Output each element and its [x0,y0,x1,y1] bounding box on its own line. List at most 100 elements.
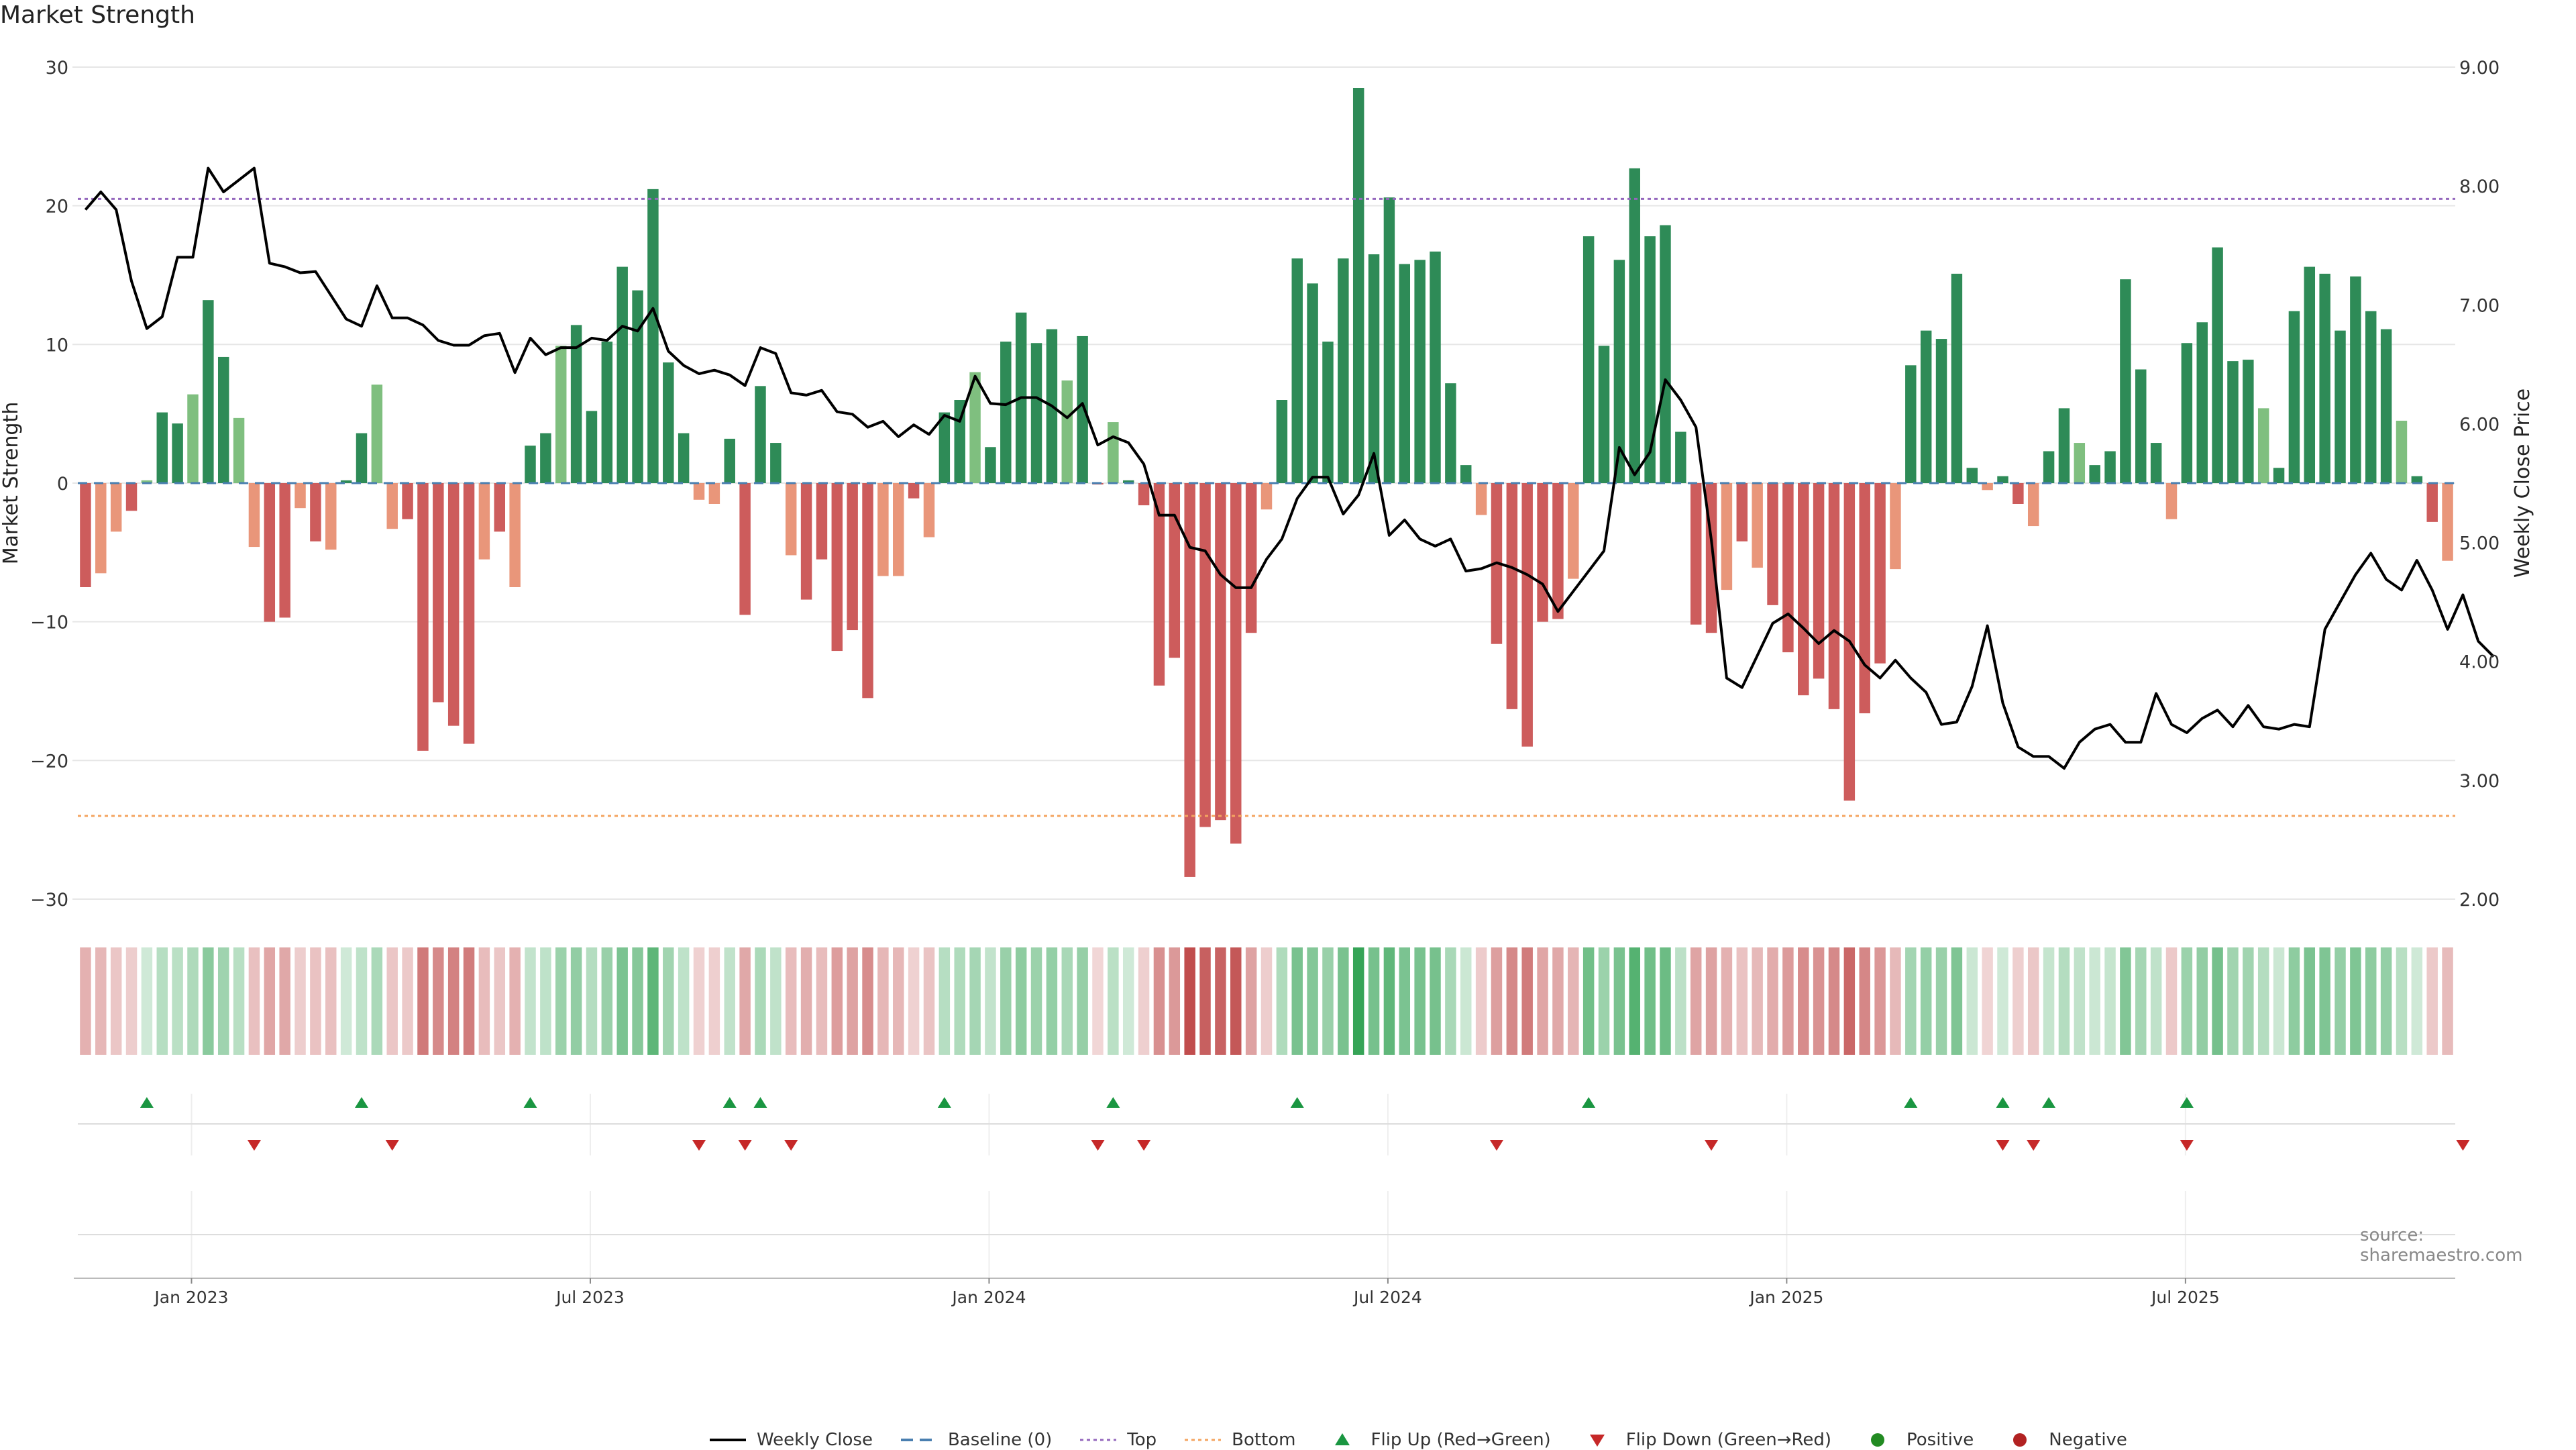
flip-up-marker [354,1097,368,1108]
heat-cell [831,947,843,1055]
x-tick-label: Jan 2023 [153,1288,228,1307]
flip-down-marker [2456,1140,2470,1151]
strength-bar [1613,260,1625,483]
legend-item-positive[interactable]: Positive [1858,1430,1974,1450]
strength-bar [279,483,290,618]
strength-bar [1430,251,1441,483]
heat-cell [1491,947,1503,1055]
flip-down-marker [784,1140,798,1151]
heat-cell [80,947,91,1055]
heat-cell [1184,947,1195,1055]
y2-tick-label: 7.00 [2459,295,2500,316]
heat-cell [1951,947,1963,1055]
heat-cell [1782,947,1794,1055]
heat-cell [294,947,306,1055]
strength-bar [1568,483,1579,579]
heat-cell [1153,947,1165,1055]
heat-cell [693,947,705,1055]
strength-bar [2442,483,2453,561]
heat-cell [862,947,873,1055]
y2-axis-label: Weekly Close Price [2511,389,2534,578]
legend-item-weekly-close[interactable]: Weekly Close [708,1430,873,1450]
strength-bar [1414,260,1426,483]
heat-cell [1092,947,1104,1055]
heat-cell [95,947,107,1055]
heat-cell [632,947,643,1055]
y2-tick-label: 4.00 [2459,652,2500,673]
strength-bar [1230,483,1242,844]
strength-bar [1169,483,1181,658]
triangle-up-icon [1323,1432,1362,1448]
strength-bar [969,372,981,483]
heat-cell [739,947,751,1055]
legend-item-bottom[interactable]: Bottom [1183,1430,1296,1450]
legend-item-flip-up[interactable]: Flip Up (Red→Green) [1323,1430,1551,1450]
strength-bar [1935,339,1947,483]
heat-cell [1552,947,1564,1055]
heat-cell [1721,947,1733,1055]
strength-bar [1675,431,1686,483]
legend-label: Weekly Close [757,1430,873,1450]
legend-item-flip-down[interactable]: Flip Down (Green→Red) [1578,1430,1831,1450]
strength-bar [494,483,506,532]
heat-cell [908,947,920,1055]
heat-cell [800,947,812,1055]
strength-bar [1521,483,1533,747]
heat-cell [1108,947,1119,1055]
heat-cell [1905,947,1917,1055]
heat-cell [2012,947,2024,1055]
heat-cell [1644,947,1656,1055]
legend-item-top[interactable]: Top [1079,1430,1157,1450]
strength-bar [203,300,214,483]
legend-item-negative[interactable]: Negative [2000,1430,2127,1450]
strength-bar [2074,443,2086,483]
strength-bar [1660,225,1671,483]
heat-cell [2365,947,2377,1055]
strength-bar [2350,276,2361,483]
heat-cell [233,947,245,1055]
heat-cell [2288,947,2300,1055]
heat-cell [1046,947,1058,1055]
strength-bar [1383,197,1395,483]
legend-label: Top [1127,1430,1157,1450]
heat-cell [1215,947,1226,1055]
flip-up-marker [1996,1097,2010,1108]
strength-bar [1920,330,1932,483]
heat-cell [586,947,598,1055]
heat-cell [663,947,674,1055]
heat-cell [264,947,276,1055]
heat-cell [1798,947,1809,1055]
heat-cell [1613,947,1625,1055]
flip-up-marker [1582,1097,1596,1108]
heat-cell [1690,947,1702,1055]
heat-cell [2426,947,2438,1055]
heat-cell [1322,947,1334,1055]
strength-bar [739,483,751,615]
heat-cell [985,947,996,1055]
source-note: source: sharemaestro.com [2360,1225,2523,1265]
heat-cell [447,947,460,1055]
heat-cell [463,947,475,1055]
strength-bar [2058,408,2070,483]
heat-cell [1368,947,1380,1055]
heat-cell [125,947,138,1055]
heat-cell [1399,947,1411,1055]
bottom-dotted-line-icon [1183,1432,1222,1448]
heat-cell [1859,947,1870,1055]
legend-item-baseline[interactable]: Baseline (0) [900,1430,1052,1450]
x-tick-label: Jul 2024 [1352,1288,1422,1307]
heat-cell [2227,947,2239,1055]
strength-bar [478,483,490,560]
strength-bar [325,483,337,550]
strength-bar [2426,483,2438,522]
heat-cell [2089,947,2100,1055]
flip-down-marker [2180,1140,2194,1151]
strength-bar [2411,476,2423,483]
flip-down-marker [1705,1140,1719,1151]
legend-label: Flip Up (Red→Green) [1371,1430,1551,1450]
heat-cell [2150,947,2162,1055]
strength-bar [248,483,260,548]
heat-cell [1260,947,1273,1055]
heat-cell [2411,947,2423,1055]
heat-cell [217,947,229,1055]
